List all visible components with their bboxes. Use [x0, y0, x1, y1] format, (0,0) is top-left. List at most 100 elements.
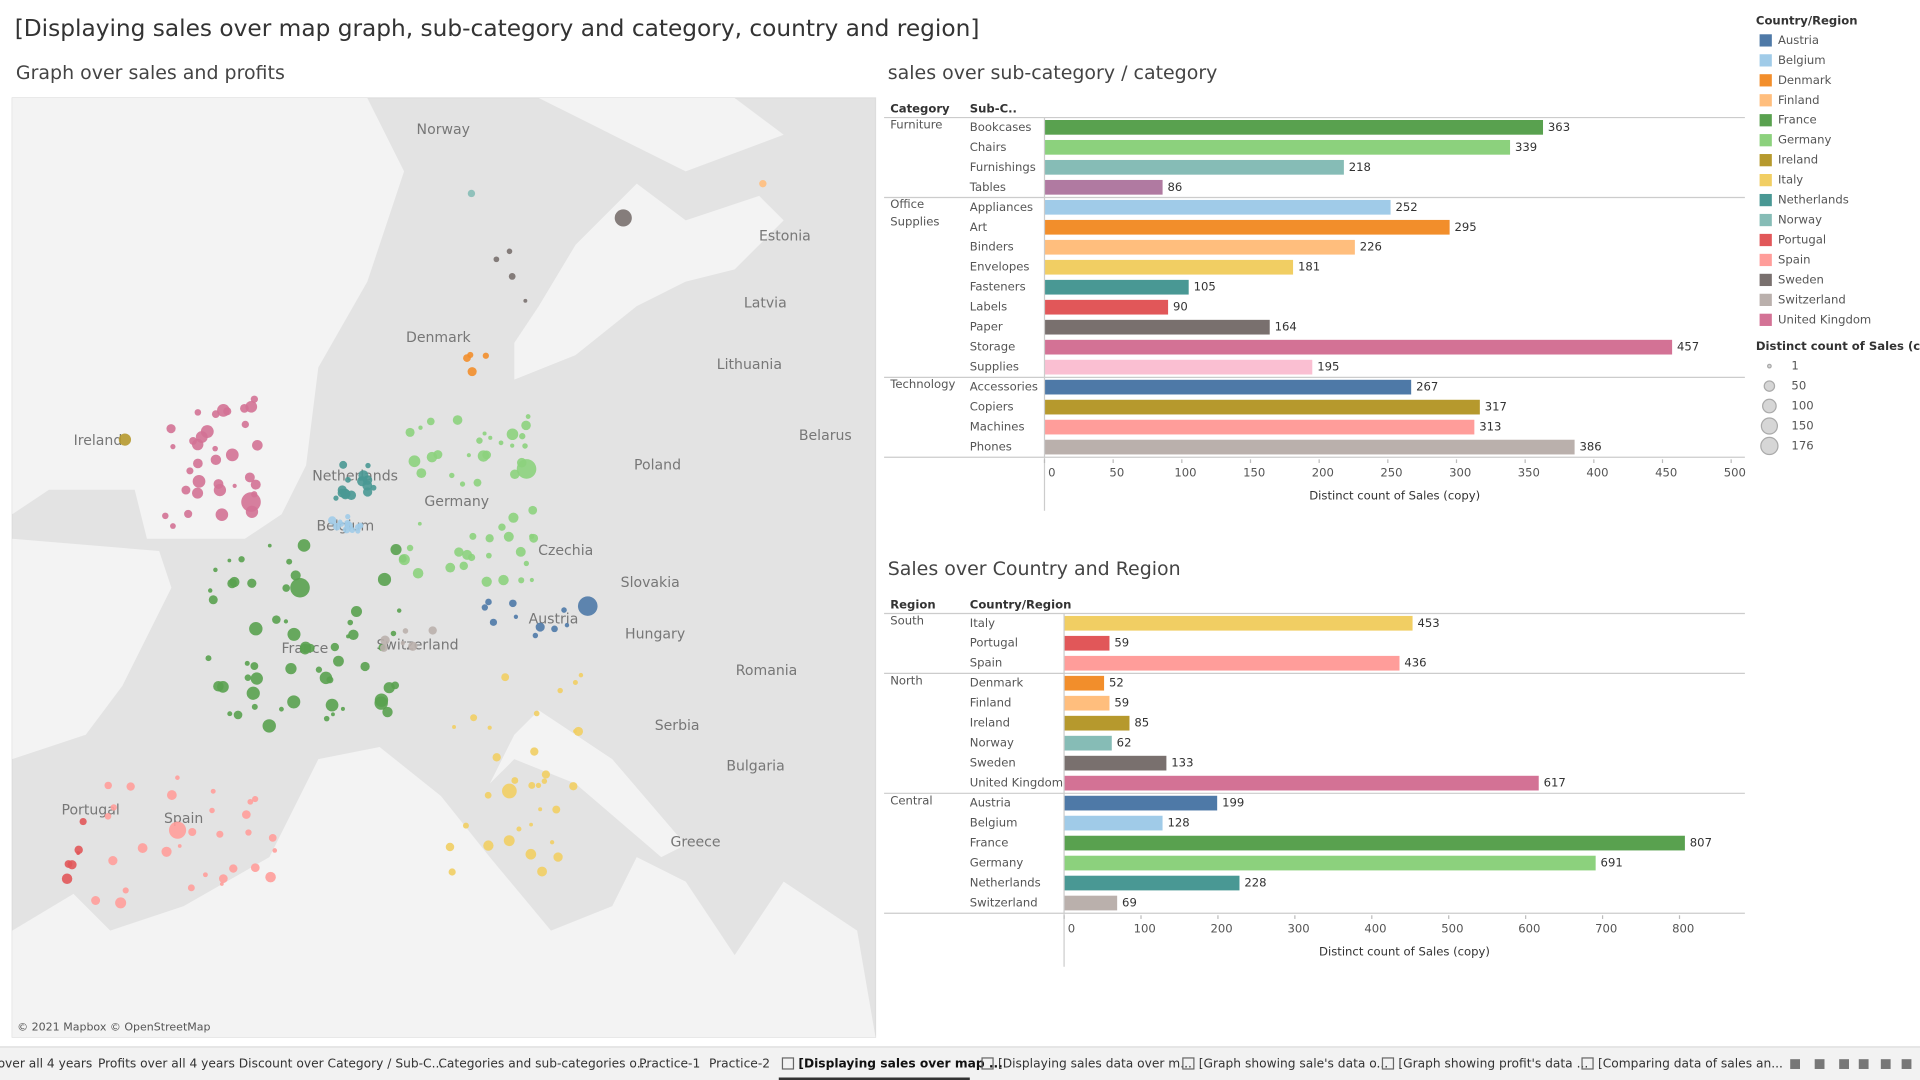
map-dot[interactable] [502, 783, 517, 799]
map-dot[interactable] [286, 558, 293, 565]
map-dot[interactable] [493, 256, 500, 263]
map-dot[interactable] [217, 680, 229, 693]
map-dot[interactable] [508, 512, 519, 523]
map-dot[interactable] [552, 805, 561, 814]
legend-label[interactable]: Germany [1778, 133, 1832, 147]
legend-label[interactable]: Sweden [1778, 272, 1824, 286]
map-dot[interactable] [459, 561, 469, 571]
legend-swatch[interactable] [1759, 94, 1772, 107]
map-dot[interactable] [161, 846, 172, 857]
sheet-tab[interactable]: Practice-1 [639, 1057, 700, 1071]
toolbar-button[interactable] [1901, 1059, 1912, 1069]
map-dot[interactable] [462, 549, 473, 560]
sheet-tab[interactable]: [Displaying sales data over m... [998, 1057, 1192, 1071]
map-dot[interactable] [250, 863, 260, 873]
legend-swatch[interactable] [1759, 273, 1772, 287]
map-dot[interactable] [466, 453, 471, 458]
map-dot[interactable] [170, 523, 176, 529]
map-dot[interactable] [492, 753, 501, 762]
map-dot[interactable] [418, 425, 423, 430]
map-dot[interactable] [110, 804, 117, 811]
map-dot[interactable] [168, 821, 187, 839]
map-dot[interactable] [503, 531, 514, 542]
map-dot[interactable] [515, 546, 526, 557]
map-dot[interactable] [79, 817, 87, 826]
map-dot[interactable] [187, 884, 195, 892]
bar[interactable] [1044, 139, 1511, 155]
map-dot[interactable] [290, 577, 310, 598]
map-dot[interactable] [459, 481, 466, 487]
bar[interactable] [1064, 755, 1167, 771]
map-dot[interactable] [287, 627, 301, 641]
map-dot[interactable] [290, 570, 301, 581]
map-dot[interactable] [233, 710, 243, 720]
map-dot[interactable] [337, 519, 343, 525]
map-dot[interactable] [535, 782, 542, 789]
map-dot[interactable] [578, 672, 584, 678]
map-dot[interactable] [330, 642, 340, 652]
map-dot[interactable] [344, 521, 353, 530]
map-dot[interactable] [564, 622, 570, 628]
map-dot[interactable] [227, 711, 233, 717]
sheet-tab[interactable]: Categories and sub-categories o... [438, 1057, 648, 1071]
map-dot[interactable] [759, 180, 767, 188]
legend-swatch[interactable] [1759, 293, 1772, 306]
map-dot[interactable] [297, 539, 311, 552]
map-dot[interactable] [485, 598, 492, 606]
bar[interactable] [1044, 219, 1450, 235]
map-dot[interactable] [61, 873, 73, 884]
legend-swatch[interactable] [1759, 54, 1772, 67]
legend-label[interactable]: Spain [1778, 252, 1810, 266]
map-dot[interactable] [508, 273, 516, 280]
legend-label[interactable]: Finland [1778, 93, 1820, 107]
map-dot[interactable] [482, 352, 489, 359]
map-dot[interactable] [537, 866, 548, 877]
map-dot[interactable] [232, 483, 237, 488]
map-dot[interactable] [345, 514, 351, 520]
map-dot[interactable] [511, 777, 519, 784]
bar[interactable] [1044, 419, 1475, 435]
map-dot[interactable] [241, 492, 261, 512]
map-dot[interactable] [452, 415, 463, 425]
map-dot[interactable] [267, 543, 272, 548]
map-dot[interactable] [245, 400, 258, 413]
sheet-tab[interactable]: [Comparing data of sales an... [1598, 1057, 1783, 1071]
legend-swatch[interactable] [1759, 174, 1772, 187]
map-dot[interactable] [209, 807, 215, 814]
map-dot[interactable] [408, 455, 421, 468]
map-dot[interactable] [519, 433, 526, 440]
map-dot[interactable] [213, 567, 218, 573]
map-dot[interactable] [177, 844, 182, 848]
map[interactable]: Norway Estonia Latvia Denmark Lithuania … [11, 97, 877, 1038]
map-dot[interactable] [482, 431, 487, 436]
bar[interactable] [1044, 299, 1169, 315]
map-dot[interactable] [225, 448, 239, 462]
map-dot[interactable] [487, 725, 492, 730]
map-dot[interactable] [328, 516, 337, 525]
bar[interactable] [1044, 199, 1391, 215]
bar[interactable] [1064, 795, 1218, 811]
legend-label[interactable]: Austria [1778, 33, 1819, 47]
map-dot[interactable] [245, 829, 252, 836]
map-dot[interactable] [614, 209, 632, 227]
bar[interactable] [1064, 835, 1685, 851]
map-dot[interactable] [122, 887, 129, 894]
map-dot[interactable] [333, 495, 339, 501]
map-dot[interactable] [252, 439, 263, 451]
map-dot[interactable] [350, 605, 363, 617]
map-dot[interactable] [249, 622, 263, 636]
map-dot[interactable] [108, 856, 118, 866]
map-dot[interactable] [467, 367, 477, 377]
map-dot[interactable] [513, 614, 519, 619]
map-dot[interactable] [118, 433, 132, 446]
map-dot[interactable] [315, 666, 323, 673]
map-dot[interactable] [345, 476, 351, 483]
map-dot[interactable] [452, 725, 456, 729]
map-dot[interactable] [285, 663, 297, 675]
map-dot[interactable] [181, 485, 191, 495]
bar[interactable] [1064, 695, 1110, 711]
map-dot[interactable] [246, 686, 260, 700]
map-dot[interactable] [247, 798, 254, 805]
map-dot[interactable] [486, 552, 492, 559]
bar[interactable] [1044, 120, 1544, 135]
